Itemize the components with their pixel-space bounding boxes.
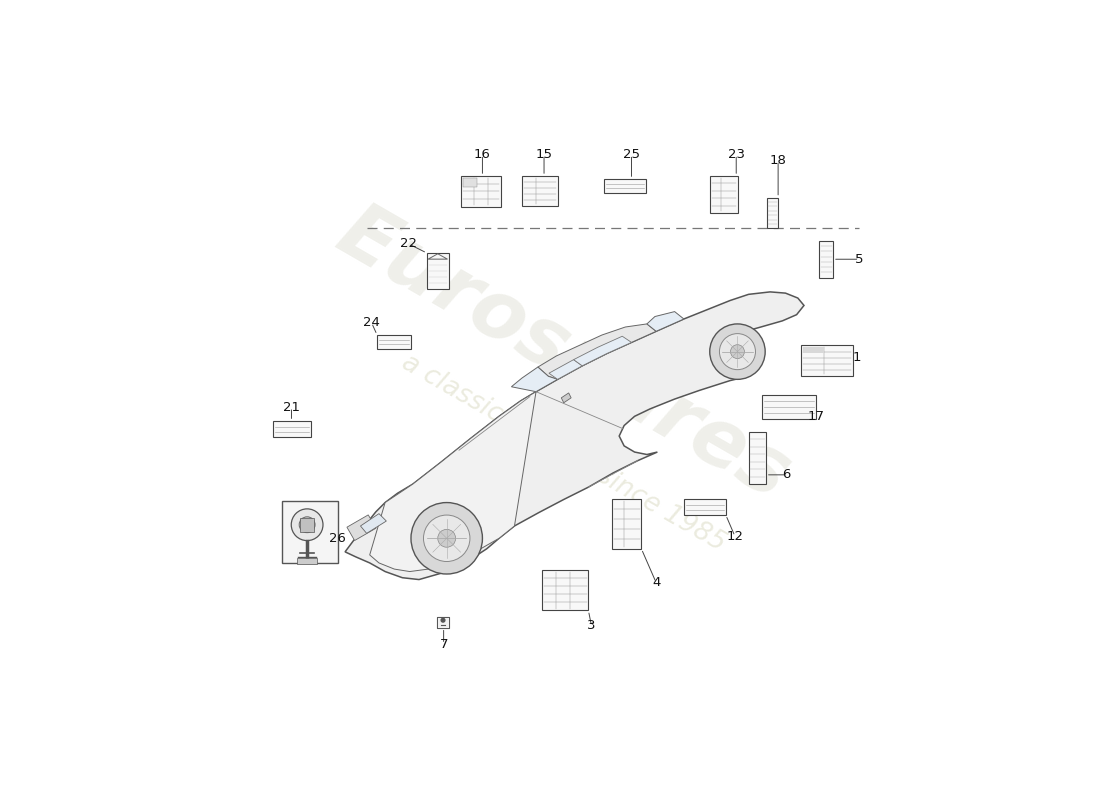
Bar (377, 335, 411, 349)
Circle shape (441, 618, 444, 622)
Text: 22: 22 (400, 238, 417, 250)
Circle shape (299, 517, 315, 533)
Circle shape (719, 334, 756, 370)
Bar (273, 422, 311, 438)
Text: 1: 1 (852, 351, 860, 364)
Bar (762, 394, 816, 419)
Polygon shape (538, 324, 656, 379)
Text: 17: 17 (807, 410, 825, 423)
Circle shape (292, 509, 323, 541)
Text: 18: 18 (770, 154, 786, 167)
Text: 7: 7 (439, 638, 448, 650)
Polygon shape (512, 367, 558, 392)
Text: 21: 21 (283, 401, 300, 414)
Bar (521, 176, 558, 206)
Text: 16: 16 (474, 148, 491, 161)
Bar (711, 176, 738, 213)
Text: 24: 24 (363, 316, 379, 329)
Bar (438, 617, 449, 628)
Bar (282, 502, 339, 563)
Bar (604, 179, 646, 193)
Circle shape (411, 502, 483, 574)
Bar (542, 570, 588, 610)
Polygon shape (561, 393, 571, 402)
Circle shape (730, 345, 745, 358)
Bar (463, 178, 476, 186)
Bar (612, 499, 641, 549)
Bar (346, 515, 376, 541)
Text: 15: 15 (536, 148, 552, 161)
Text: a classic & parts since 1985: a classic & parts since 1985 (397, 350, 730, 557)
Polygon shape (573, 336, 631, 366)
Text: 26: 26 (329, 532, 345, 545)
Polygon shape (345, 292, 804, 579)
Text: Eurospares: Eurospares (323, 194, 804, 516)
Bar (461, 176, 500, 207)
Text: 3: 3 (587, 619, 596, 632)
Polygon shape (647, 312, 684, 331)
Text: 12: 12 (726, 530, 744, 543)
Bar (300, 518, 315, 532)
Bar (748, 432, 766, 484)
Text: 4: 4 (652, 576, 660, 589)
Bar (684, 499, 726, 515)
Text: 25: 25 (623, 148, 640, 161)
Text: 6: 6 (782, 468, 791, 482)
Text: 23: 23 (728, 148, 745, 161)
Bar (820, 241, 833, 278)
Bar (297, 558, 317, 564)
Polygon shape (549, 360, 582, 379)
Text: 5: 5 (855, 253, 864, 266)
Circle shape (438, 530, 455, 547)
Bar (427, 253, 449, 289)
Polygon shape (361, 514, 386, 534)
Bar (803, 347, 824, 354)
Bar (801, 346, 854, 376)
Bar (438, 617, 449, 628)
Circle shape (424, 515, 470, 562)
Polygon shape (370, 392, 536, 571)
Circle shape (710, 324, 766, 379)
Bar (767, 198, 778, 229)
